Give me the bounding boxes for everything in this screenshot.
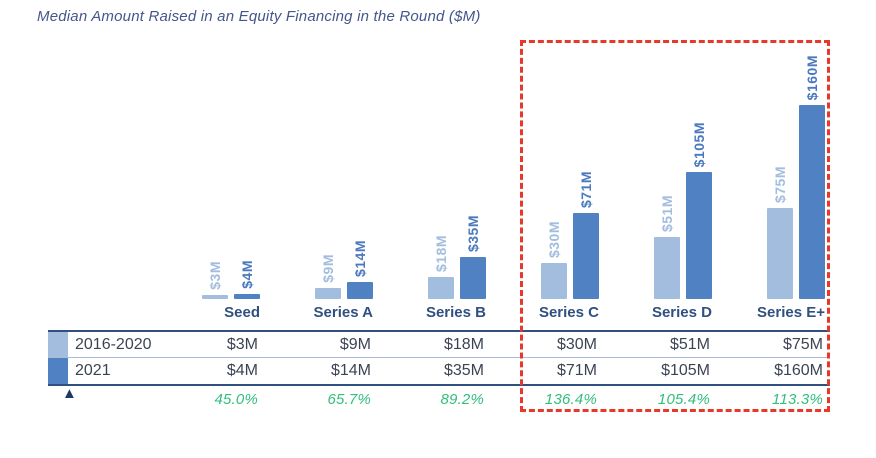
legend-swatch-2016-2020 bbox=[48, 332, 68, 357]
table-row-change: ▲ 45.0% 65.7% 89.2% 136.4% 105.4% 113.3% bbox=[48, 386, 830, 412]
category-label-series-e-plus: Series E+ bbox=[757, 304, 825, 321]
bar-2016-2020-seed bbox=[202, 295, 228, 299]
bar-2021-series-c bbox=[573, 213, 599, 299]
value-cell: $75M bbox=[782, 335, 823, 353]
table-row-2021: 2021 $4M $14M $35M $71M $105M $160M bbox=[48, 358, 830, 386]
bar-group-series-e-plus: $75M $160M bbox=[717, 40, 830, 299]
change-cell: 89.2% bbox=[440, 390, 484, 408]
bar-2021-series-e-plus bbox=[799, 105, 825, 299]
value-cell: $14M bbox=[330, 362, 371, 379]
bar-value-label-2016-2020: $3M bbox=[207, 261, 223, 290]
bar-wrap: $105M bbox=[686, 122, 712, 299]
value-cell: $160M bbox=[774, 362, 823, 379]
category-label-seed: Seed bbox=[224, 304, 260, 321]
bar-value-label-2021: $160M bbox=[804, 54, 820, 100]
bar-group-seed: $3M $4M bbox=[152, 40, 265, 299]
row-label: 2021 bbox=[75, 362, 111, 379]
bar-2021-seed bbox=[234, 294, 260, 299]
change-cell: 105.4% bbox=[657, 390, 710, 408]
chart-title: Median Amount Raised in an Equity Financ… bbox=[37, 8, 481, 25]
change-cell: 45.0% bbox=[214, 390, 258, 408]
bar-2021-series-b bbox=[460, 257, 486, 299]
bar-2016-2020-series-e-plus bbox=[767, 208, 793, 299]
bar-group-series-c: $30M $71M bbox=[491, 40, 604, 299]
bar-wrap: $4M bbox=[234, 260, 260, 299]
bar-value-label-2021: $14M bbox=[352, 239, 368, 277]
triangle-up-icon: ▲ bbox=[62, 385, 77, 402]
data-table: 2016-2020 $3M $9M $18M $30M $51M $75M 20… bbox=[48, 330, 830, 412]
row-label: 2016-2020 bbox=[75, 335, 152, 353]
value-cell: $3M bbox=[226, 335, 258, 353]
bar-group-series-a: $9M $14M bbox=[265, 40, 378, 299]
value-cell: $9M bbox=[339, 335, 371, 353]
category-label-series-d: Series D bbox=[651, 304, 712, 321]
bar-2016-2020-series-d bbox=[654, 237, 680, 299]
value-cell: $30M bbox=[556, 335, 597, 353]
bar-wrap: $14M bbox=[347, 240, 373, 299]
bar-value-label-2021: $105M bbox=[691, 121, 707, 167]
bar-2016-2020-series-c bbox=[541, 263, 567, 299]
value-cell: $18M bbox=[443, 335, 484, 353]
value-cell: $105M bbox=[661, 362, 710, 379]
bar-wrap: $30M bbox=[541, 221, 567, 299]
bar-wrap: $71M bbox=[573, 171, 599, 299]
bar-2021-series-d bbox=[686, 172, 712, 299]
value-cell: $51M bbox=[669, 335, 710, 353]
change-cell: 113.3% bbox=[772, 390, 823, 408]
row-header-cell: ▲ bbox=[48, 386, 152, 412]
bar-wrap: $3M bbox=[202, 261, 228, 299]
legend-swatch-2021 bbox=[48, 358, 68, 384]
bar-group-series-b: $18M $35M bbox=[378, 40, 491, 299]
bar-value-label-2016-2020: $51M bbox=[659, 194, 675, 232]
bar-2016-2020-series-a bbox=[315, 288, 341, 299]
category-label-series-b: Series B bbox=[425, 304, 486, 321]
row-header-cell: 2021 bbox=[48, 358, 152, 384]
bar-wrap: $35M bbox=[460, 215, 486, 299]
bar-value-label-2016-2020: $30M bbox=[546, 220, 562, 258]
table-row-2016-2020: 2016-2020 $3M $9M $18M $30M $51M $75M bbox=[48, 330, 830, 358]
bar-value-label-2016-2020: $75M bbox=[772, 165, 788, 203]
value-cell: $4M bbox=[226, 362, 258, 379]
bar-value-label-2016-2020: $18M bbox=[433, 234, 449, 272]
bar-2016-2020-series-b bbox=[428, 277, 454, 299]
row-header-cell: 2016-2020 bbox=[48, 332, 152, 357]
bar-chart: $3M $4M $9M $14M $18M $35 bbox=[152, 40, 830, 299]
bar-group-series-d: $51M $105M bbox=[604, 40, 717, 299]
change-cell: 136.4% bbox=[544, 390, 597, 408]
bar-wrap: $75M bbox=[767, 166, 793, 299]
value-cell: $35M bbox=[443, 362, 484, 379]
bar-value-label-2021: $71M bbox=[578, 170, 594, 208]
bar-wrap: $51M bbox=[654, 195, 680, 299]
bar-value-label-2021: $4M bbox=[239, 260, 255, 289]
bar-value-label-2016-2020: $9M bbox=[320, 254, 336, 283]
bar-wrap: $160M bbox=[799, 55, 825, 299]
bar-2021-series-a bbox=[347, 282, 373, 299]
value-cell: $71M bbox=[556, 362, 597, 379]
bar-value-label-2021: $35M bbox=[465, 214, 481, 252]
bar-wrap: $18M bbox=[428, 235, 454, 299]
category-label-series-a: Series A bbox=[313, 304, 373, 321]
category-axis: Seed Series A Series B Series C Series D… bbox=[152, 304, 830, 321]
bar-wrap: $9M bbox=[315, 254, 341, 299]
category-label-series-c: Series C bbox=[538, 304, 599, 321]
change-cell: 65.7% bbox=[327, 390, 371, 408]
